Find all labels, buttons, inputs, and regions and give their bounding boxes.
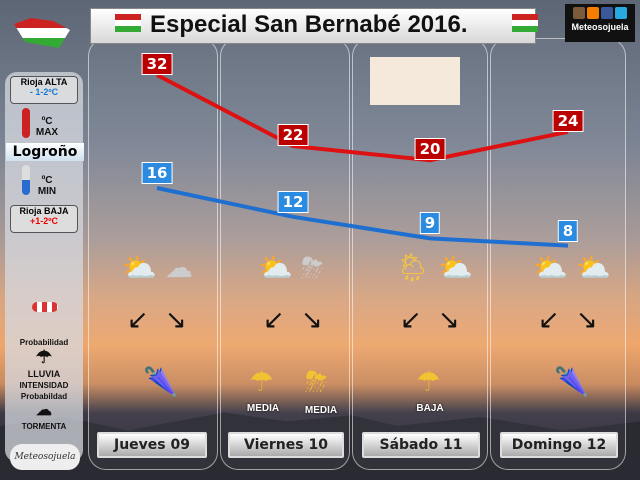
storm-intensity: MEDIA [304,405,338,416]
social-bar: Meteosojuela [565,4,635,42]
rioja-alta-box: Rioja ALTA - 1-2ºC [10,76,78,104]
partly-cloudy-icon: ⛅ [576,251,611,284]
signature-logo: Meteosojuela [10,444,80,470]
partly-cloudy-icon: ⛅ [258,251,293,284]
rain-intensity: BAJA [416,403,444,414]
partly-cloudy-icon: ⛅ [533,251,568,284]
storm-icon: ⛈ [301,251,324,284]
min-temp-badge: 16 [141,162,173,184]
rain-intensity: MEDIA [246,403,280,414]
max-temp-badge: 32 [141,53,173,75]
san-bernabe-logo [370,57,460,105]
rioja-baja-label: Rioja BAJA [19,206,69,216]
day-label: Sábado 11 [362,432,480,458]
storm-prob-label: Probabildad [20,392,68,401]
umbrella-icon: ☂ [416,365,442,398]
brand-name: Meteosojuela [571,22,629,32]
umbrella-icon: 🌂 [554,365,589,398]
min-temperature-line [156,186,569,248]
instagram-icon[interactable] [573,7,585,19]
max-temp-badge: 22 [277,124,309,146]
storm-icon: ⛈ [305,365,328,398]
facebook-icon[interactable] [601,7,613,19]
wind-arrow-icon: ↙ [263,305,285,335]
day-label: Domingo 12 [500,432,618,458]
day-label: Viernes 10 [228,432,344,458]
header-banner [90,8,536,44]
wind-arrow-icon: ↙ [538,305,560,335]
thermometer-max-icon [22,108,30,138]
max-temp-badge: 20 [414,138,446,161]
min-temp-badge: 8 [557,219,579,242]
umbrella-icon: ☂ [249,365,275,398]
blogger-icon[interactable] [587,7,599,19]
min-label: ºC MIN [37,175,57,197]
wind-arrow-icon: ↘ [438,305,460,335]
wind-arrow-icon: ↙ [127,305,149,335]
rain-sun-icon: 🌦 [395,251,431,284]
max-label: ºC MAX [35,116,59,138]
day-column [490,38,626,470]
partly-cloudy-icon: ⛅ [122,251,157,284]
wind-arrow-icon: ↙ [400,305,422,335]
max-temp-badge: 24 [552,109,584,132]
city-label: Logroño [6,143,84,161]
storm-label: TORMENTA [21,422,67,431]
wind-arrow-icon: ↘ [576,305,598,335]
page-title: Especial San Bernabé 2016. [150,11,468,38]
rioja-baja-value: +1-2ºC [29,216,59,226]
wind-arrow-icon: ↘ [165,305,187,335]
max-temperature-line [156,73,569,163]
rioja-alta-value: - 1-2ºC [29,87,59,97]
windsock-icon [32,302,58,312]
day-column [88,38,218,470]
twitter-icon[interactable] [615,7,627,19]
rioja-baja-box: Rioja BAJA +1-2ºC [10,205,78,233]
rain-prob-label: Probabilidad [19,338,69,347]
intensity-label: INTENSIDAD [19,381,69,390]
partly-cloudy-icon: ⛅ [438,251,473,284]
day-label: Jueves 09 [97,432,207,458]
rioja-alta-label: Rioja ALTA [20,77,68,87]
min-temp-badge: 12 [277,190,309,213]
day-column [352,38,488,470]
wind-arrow-icon: ↘ [301,305,323,335]
day-column [220,38,350,470]
flag-icon [512,14,538,32]
storm-cloud-icon: ☁ [36,402,52,419]
umbrella-icon: ☂ [35,347,53,367]
legend-panel [5,72,83,462]
min-temp-badge: 9 [419,212,441,235]
rain-label: LLUVIA [27,369,61,379]
thermometer-min-icon [22,165,30,195]
flag-icon [115,14,141,32]
umbrella-icon: 🌂 [143,365,178,398]
cloudy-icon: ☁ [165,251,193,284]
